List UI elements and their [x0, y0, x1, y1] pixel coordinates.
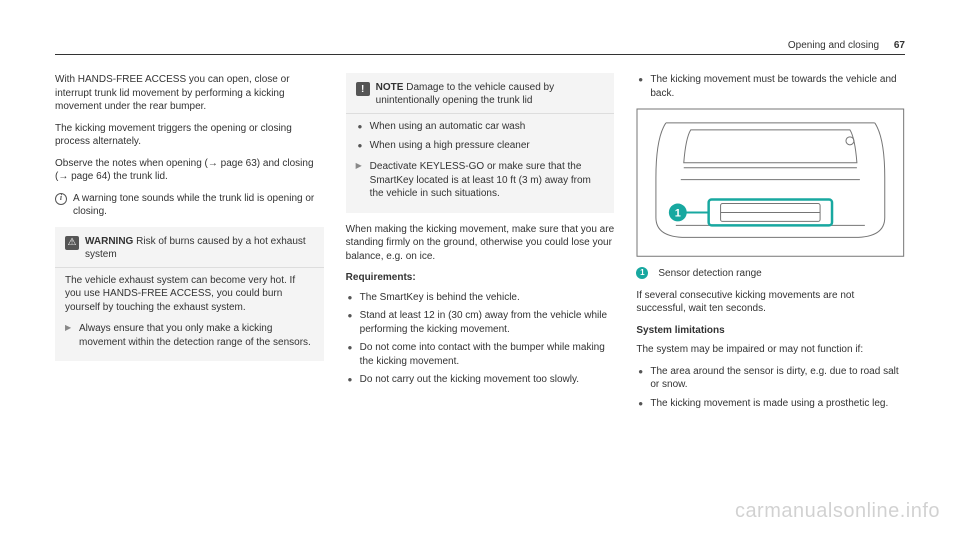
column-3: The kicking movement must be towards the…: [636, 73, 905, 418]
legend-row: 1 Sensor detection range: [636, 267, 905, 281]
paragraph: If several consecutive kicking movements…: [636, 289, 905, 316]
requirements-title: Requirements:: [346, 271, 615, 285]
note-actions: Deactivate KEYLESS-GO or make sure that …: [356, 160, 605, 201]
section-title: Opening and closing: [788, 40, 879, 51]
note-items: When using an automatic car wash When us…: [356, 120, 605, 152]
warning-icon: ⚠: [65, 236, 79, 250]
action-item: Always ensure that you only make a kicki…: [65, 322, 314, 349]
requirement-item: Do not come into contact with the bumper…: [346, 341, 615, 368]
watermark: carmanualsonline.info: [735, 500, 940, 523]
page: Opening and closing 67 With HANDS-FREE A…: [0, 0, 960, 448]
warning-actions: Always ensure that you only make a kicki…: [65, 322, 314, 349]
warning-body: The vehicle exhaust system can become ve…: [65, 274, 314, 315]
note-head-text: NOTE Damage to the vehicle caused by uni…: [376, 81, 605, 107]
info-icon: i: [55, 193, 67, 205]
paragraph: Observe the notes when opening (→ page 6…: [55, 157, 324, 184]
content-columns: With HANDS-FREE ACCESS you can open, clo…: [55, 73, 905, 418]
note-item: When using an automatic car wash: [356, 120, 605, 134]
warning-box: ⚠ WARNING Risk of burns caused by a hot …: [55, 227, 324, 362]
vehicle-svg: 1: [636, 108, 905, 257]
divider: [346, 113, 615, 114]
warning-head: ⚠ WARNING Risk of burns caused by a hot …: [65, 235, 314, 261]
note-head: ! NOTE Damage to the vehicle caused by u…: [356, 81, 605, 107]
paragraph: The kicking movement triggers the openin…: [55, 122, 324, 149]
divider: [55, 267, 324, 268]
limitation-item: The area around the sensor is dirty, e.g…: [636, 365, 905, 392]
list-item: The kicking movement must be towards the…: [636, 73, 905, 100]
action-item: Deactivate KEYLESS-GO or make sure that …: [356, 160, 605, 201]
legend-text: Sensor detection range: [658, 267, 761, 281]
page-number: 67: [894, 40, 905, 51]
requirement-item: The SmartKey is behind the vehicle.: [346, 291, 615, 305]
warning-head-text: WARNING Risk of burns caused by a hot ex…: [85, 235, 314, 261]
requirements-list: The SmartKey is behind the vehicle. Stan…: [346, 291, 615, 387]
continued-list: The kicking movement must be towards the…: [636, 73, 905, 100]
legend-marker-1: 1: [636, 267, 648, 279]
vehicle-diagram: 1: [636, 108, 905, 257]
requirement-item: Stand at least 12 in (30 cm) away from t…: [346, 309, 615, 336]
info-note: i A warning tone sounds while the trunk …: [55, 192, 324, 219]
limitations-list: The area around the sensor is dirty, e.g…: [636, 365, 905, 411]
system-limitations-title: System limitations: [636, 324, 905, 338]
column-1: With HANDS-FREE ACCESS you can open, clo…: [55, 73, 324, 418]
note-box: ! NOTE Damage to the vehicle caused by u…: [346, 73, 615, 213]
requirement-item: Do not carry out the kicking movement to…: [346, 373, 615, 387]
page-header: Opening and closing 67: [55, 40, 905, 55]
svg-text:1: 1: [675, 207, 681, 219]
note-icon: !: [356, 82, 370, 96]
note-item: When using a high pressure cleaner: [356, 139, 605, 153]
column-2: ! NOTE Damage to the vehicle caused by u…: [346, 73, 615, 418]
paragraph: When making the kicking movement, make s…: [346, 223, 615, 264]
info-text: A warning tone sounds while the trunk li…: [73, 192, 324, 219]
paragraph: The system may be impaired or may not fu…: [636, 343, 905, 357]
paragraph: With HANDS-FREE ACCESS you can open, clo…: [55, 73, 324, 114]
limitation-item: The kicking movement is made using a pro…: [636, 397, 905, 411]
